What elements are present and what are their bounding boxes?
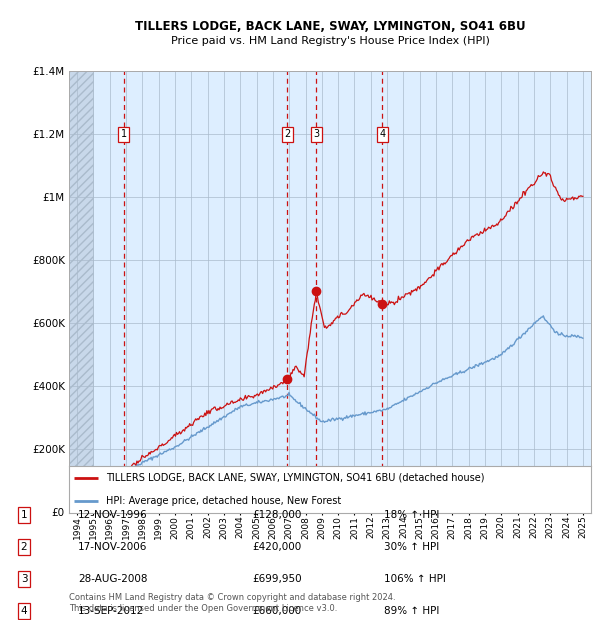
Text: 4: 4 xyxy=(20,606,28,616)
Text: 2: 2 xyxy=(284,129,290,139)
Text: Contains HM Land Registry data © Crown copyright and database right 2024.
This d: Contains HM Land Registry data © Crown c… xyxy=(69,593,395,613)
Text: 13-SEP-2012: 13-SEP-2012 xyxy=(78,606,144,616)
Text: HPI: Average price, detached house, New Forest: HPI: Average price, detached house, New … xyxy=(106,496,341,506)
Text: Price paid vs. HM Land Registry's House Price Index (HPI): Price paid vs. HM Land Registry's House … xyxy=(170,36,490,46)
Bar xyxy=(69,71,94,512)
Text: 2: 2 xyxy=(20,542,28,552)
Text: 1: 1 xyxy=(121,129,127,139)
Text: 106% ↑ HPI: 106% ↑ HPI xyxy=(384,574,446,584)
Text: 18% ↑ HPI: 18% ↑ HPI xyxy=(384,510,439,520)
Text: 89% ↑ HPI: 89% ↑ HPI xyxy=(384,606,439,616)
Text: £699,950: £699,950 xyxy=(252,574,302,584)
Text: 30% ↑ HPI: 30% ↑ HPI xyxy=(384,542,439,552)
Text: 3: 3 xyxy=(20,574,28,584)
Text: £660,000: £660,000 xyxy=(252,606,301,616)
Text: 1: 1 xyxy=(20,510,28,520)
Text: 4: 4 xyxy=(379,129,385,139)
Text: TILLERS LODGE, BACK LANE, SWAY, LYMINGTON, SO41 6BU: TILLERS LODGE, BACK LANE, SWAY, LYMINGTO… xyxy=(134,20,526,32)
Text: TILLERS LODGE, BACK LANE, SWAY, LYMINGTON, SO41 6BU (detached house): TILLERS LODGE, BACK LANE, SWAY, LYMINGTO… xyxy=(106,473,484,483)
Text: 3: 3 xyxy=(313,129,319,139)
Text: £420,000: £420,000 xyxy=(252,542,301,552)
Text: 12-NOV-1996: 12-NOV-1996 xyxy=(78,510,148,520)
Text: 28-AUG-2008: 28-AUG-2008 xyxy=(78,574,148,584)
Text: 17-NOV-2006: 17-NOV-2006 xyxy=(78,542,148,552)
Text: £128,000: £128,000 xyxy=(252,510,301,520)
